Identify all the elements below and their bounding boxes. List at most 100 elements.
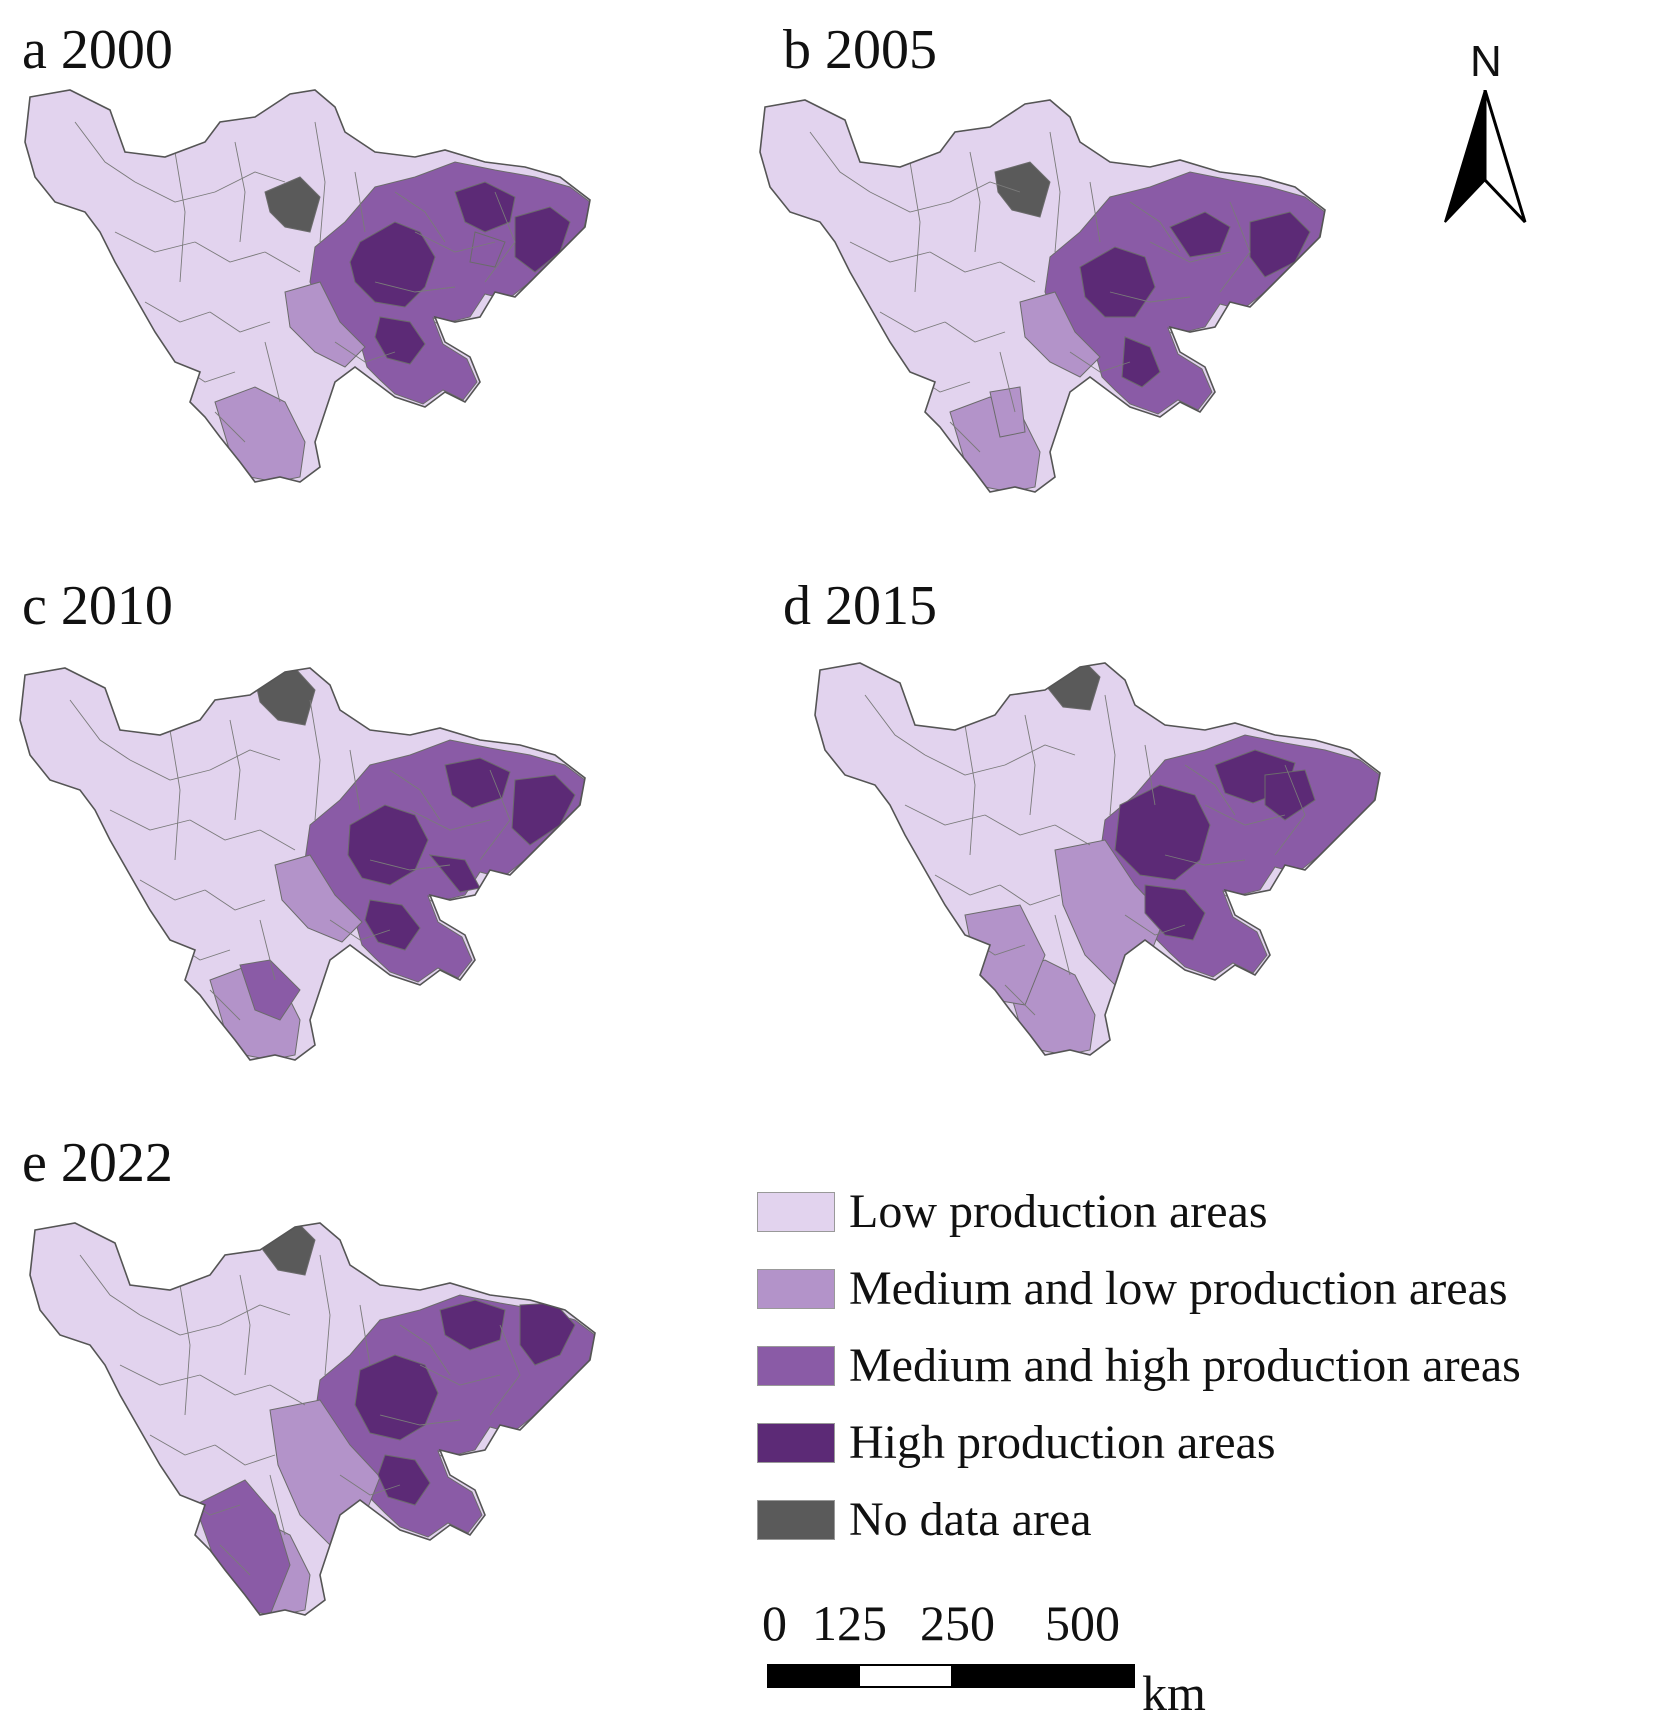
region-group	[815, 663, 1380, 1055]
legend-swatch-high	[757, 1423, 835, 1463]
region-high-production	[354, 1354, 439, 1441]
region-high-production	[377, 1454, 431, 1506]
county-border	[414, 231, 496, 253]
panel-title-a: a 2000	[22, 19, 173, 81]
county-border	[1124, 914, 1186, 936]
region-medium-low-production	[284, 281, 366, 368]
county-border	[369, 859, 451, 871]
scale-bar	[767, 1664, 1135, 1688]
scale-tick-0: 0	[762, 1595, 787, 1651]
county-border	[169, 729, 181, 861]
region-high-production	[439, 1299, 506, 1351]
county-border	[234, 141, 246, 243]
county-border	[419, 1364, 501, 1386]
county-border	[339, 1474, 401, 1496]
county-border	[1054, 914, 1071, 976]
county-border	[314, 121, 326, 243]
county-border	[1164, 854, 1246, 866]
county-border	[209, 311, 271, 333]
county-border	[1004, 984, 1036, 1016]
map-panel-c	[19, 667, 586, 1061]
county-border	[904, 804, 986, 826]
region-high-production	[349, 221, 436, 308]
region-group	[760, 100, 1325, 492]
county-border	[1049, 131, 1061, 253]
county-border	[144, 301, 211, 323]
region-no-data	[994, 161, 1051, 218]
panel-title-e: e 2022	[22, 1132, 173, 1194]
region-medium-high-production	[239, 959, 301, 1021]
county-border	[69, 699, 131, 761]
county-border	[1204, 804, 1286, 826]
legend-label-medium-low: Medium and low production areas	[849, 1262, 1508, 1315]
county-border	[1184, 764, 1236, 816]
region-high-production	[1114, 784, 1211, 881]
county-border	[949, 181, 1021, 203]
county-border	[319, 1254, 331, 1376]
county-border	[194, 241, 266, 263]
county-border	[329, 919, 391, 941]
county-border	[969, 151, 981, 253]
county-border	[139, 879, 206, 901]
province-outline	[814, 662, 1381, 1056]
county-border	[999, 351, 1016, 413]
county-border	[174, 151, 186, 283]
region-high-production	[1169, 211, 1231, 258]
county-border	[1004, 744, 1076, 766]
county-border	[204, 889, 266, 911]
region-high-production	[364, 899, 421, 951]
region-high-production	[1264, 769, 1316, 821]
county-border	[359, 1304, 371, 1366]
county-border	[864, 694, 926, 756]
county-border	[259, 829, 296, 851]
county-border	[214, 171, 286, 193]
county-border	[909, 161, 921, 293]
county-border	[1024, 714, 1036, 816]
north-arrow: N	[1440, 40, 1530, 225]
region-no-data	[264, 176, 321, 233]
region-high-production	[511, 774, 576, 846]
legend-swatch-medium-high	[757, 1346, 835, 1386]
county-border	[984, 814, 1056, 836]
county-border	[1219, 201, 1251, 293]
county-border	[879, 311, 946, 333]
county-border	[934, 874, 1001, 896]
county-border	[149, 1434, 216, 1456]
map-panel-a	[24, 89, 591, 483]
county-border	[1054, 824, 1091, 846]
scale-tick-500: 500	[1045, 1595, 1120, 1651]
scale-tick-250: 250	[920, 1595, 995, 1651]
region-group	[25, 90, 590, 482]
county-border	[489, 1324, 521, 1416]
county-border	[949, 421, 981, 453]
legend-label-high: High production areas	[849, 1416, 1276, 1469]
region-medium-low-production	[989, 386, 1026, 438]
county-border	[269, 1384, 306, 1406]
province-outline	[29, 1222, 596, 1616]
county-border	[264, 341, 281, 403]
county-border	[964, 724, 976, 856]
county-border	[134, 181, 216, 203]
region-group	[30, 1223, 595, 1615]
province-outline	[759, 99, 1326, 493]
county-border	[1089, 181, 1101, 243]
county-border	[189, 819, 261, 841]
legend-swatch-medium-low	[757, 1269, 835, 1309]
legend-swatch-no-data	[757, 1500, 835, 1540]
county-border	[1129, 201, 1181, 253]
scale-seg-2	[860, 1666, 951, 1686]
county-border	[409, 809, 491, 831]
county-border	[929, 251, 1001, 273]
county-border	[999, 884, 1061, 906]
county-border	[269, 1474, 286, 1536]
county-border	[809, 131, 871, 193]
legend-label-low: Low production areas	[849, 1185, 1268, 1238]
county-border	[869, 191, 951, 213]
county-border	[349, 749, 361, 811]
county-border	[219, 1544, 251, 1576]
county-border	[129, 759, 211, 781]
county-border	[399, 1324, 451, 1376]
region-medium-low-production	[1019, 291, 1101, 378]
map-panel-b	[759, 99, 1326, 493]
region-high-production	[514, 206, 571, 273]
